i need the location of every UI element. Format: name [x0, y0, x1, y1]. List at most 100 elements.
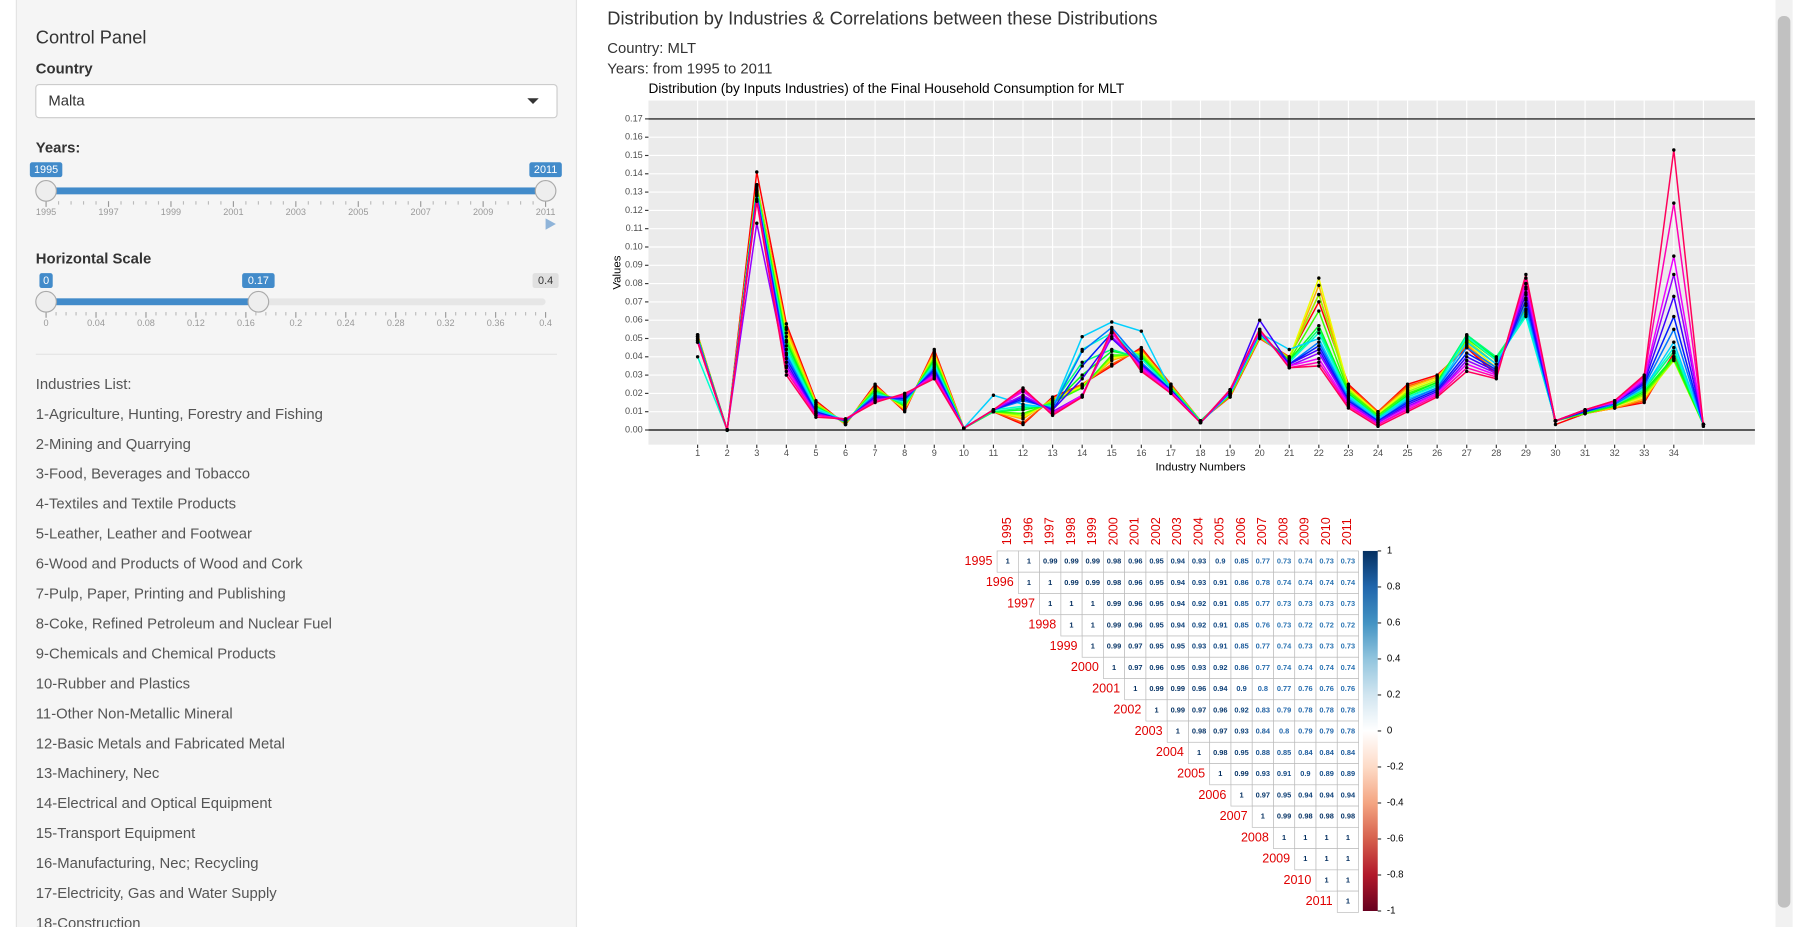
- data-point: [1317, 327, 1321, 332]
- country-select[interactable]: [35, 84, 558, 119]
- cell-value: 0.77: [1256, 642, 1270, 651]
- data-point: [1672, 327, 1676, 332]
- data-point: [1524, 276, 1528, 280]
- row-label: 2002: [1113, 703, 1141, 717]
- cell-value: 0.76: [1256, 620, 1270, 629]
- cell-value: 0.84: [1298, 748, 1313, 757]
- row-label: 2005: [1177, 767, 1205, 781]
- y-tick-label: 0.06: [625, 315, 643, 325]
- cell-value: 0.74: [1298, 578, 1313, 587]
- data-point: [1346, 406, 1351, 410]
- x-tick-label: 10: [959, 448, 969, 458]
- cell-value: 1: [1112, 663, 1116, 672]
- y-tick-label: 0.12: [625, 205, 643, 215]
- data-point: [1110, 362, 1114, 366]
- y-tick-label: 0.09: [625, 260, 643, 270]
- cell-value: 0.73: [1319, 642, 1333, 651]
- cell-value: 0.94: [1171, 578, 1186, 587]
- data-point: [1317, 364, 1321, 368]
- slider-handle[interactable]: [35, 180, 57, 202]
- data-point: [1524, 314, 1528, 319]
- data-point: [1110, 320, 1114, 324]
- cell-value: 0.99: [1277, 812, 1291, 821]
- x-tick-label: 11: [989, 448, 998, 458]
- y-tick-label: 0.00: [625, 424, 643, 434]
- country-value[interactable]: Malta: [48, 94, 85, 110]
- y-tick-label: 0.03: [625, 370, 643, 380]
- cell-value: 0.93: [1192, 557, 1206, 566]
- data-point: [1494, 355, 1499, 359]
- x-tick-label: 1: [695, 448, 700, 458]
- cell-value: 0.77: [1256, 599, 1270, 608]
- data-point: [1672, 148, 1676, 152]
- cell-value: 0.97: [1213, 727, 1227, 736]
- data-point: [1701, 424, 1706, 429]
- data-point: [784, 373, 789, 377]
- slider-tick-label: 0: [44, 318, 49, 328]
- x-tick-label: 19: [1225, 448, 1235, 458]
- y-tick-label: 0.08: [625, 278, 643, 288]
- cell-value: 0.99: [1064, 578, 1078, 587]
- x-tick-label: 9: [932, 448, 937, 458]
- industry-item: 7-Pulp, Paper, Printing and Publishing: [36, 587, 286, 603]
- slider-tick-label: 1999: [161, 207, 181, 217]
- colorbar-label: -0.8: [1387, 870, 1404, 881]
- data-point: [1139, 369, 1144, 374]
- slider-tick-label: 0.4: [539, 318, 552, 328]
- column-label: 2007: [1255, 517, 1269, 545]
- cell-value: 0.89: [1319, 769, 1333, 778]
- cell-value: 0.78: [1341, 705, 1355, 714]
- row-label: 2001: [1092, 681, 1120, 695]
- row-label: 2008: [1241, 830, 1269, 844]
- cell-value: 0.76: [1298, 684, 1312, 693]
- data-point: [932, 377, 936, 381]
- data-point: [1317, 276, 1321, 280]
- data-point: [784, 360, 789, 365]
- slider-handle[interactable]: [35, 290, 57, 313]
- play-button[interactable]: [545, 218, 556, 230]
- data-point: [1672, 349, 1676, 354]
- slider-handle[interactable]: [534, 180, 557, 202]
- data-point: [1494, 377, 1499, 381]
- slider-bar[interactable]: [46, 298, 259, 306]
- data-point: [1080, 395, 1084, 399]
- data-point: [1465, 345, 1469, 350]
- x-tick-label: 31: [1580, 448, 1590, 458]
- data-point: [1465, 362, 1469, 366]
- slider-value-box: [529, 162, 562, 178]
- cell-value: 0.97: [1128, 642, 1142, 651]
- cell-value: 0.98: [1319, 812, 1333, 821]
- cell-value: 0.91: [1213, 620, 1227, 629]
- data-point: [1524, 292, 1528, 297]
- data-point: [784, 369, 789, 374]
- cell-value: 0.96: [1128, 599, 1142, 608]
- y-tick-label: 0.02: [625, 388, 643, 398]
- data-point: [1524, 309, 1528, 313]
- slider-handle[interactable]: [247, 290, 270, 313]
- colorbar-label: 0.8: [1387, 582, 1401, 593]
- data-point: [1317, 336, 1321, 341]
- scrollbar-thumb[interactable]: [1777, 16, 1791, 908]
- industry-item: 13-Machinery, Nec: [36, 766, 160, 782]
- cell-value: 0.98: [1107, 578, 1121, 587]
- data-point: [1672, 294, 1676, 299]
- data-point: [725, 428, 729, 432]
- select-caret[interactable]: [527, 98, 539, 105]
- cell-value: 0.96: [1128, 578, 1142, 587]
- x-tick-label: 8: [902, 448, 907, 458]
- data-point: [1553, 419, 1558, 423]
- cell-value: 0.99: [1107, 620, 1121, 629]
- cell-value: 0.99: [1107, 599, 1121, 608]
- cell-value: 0.93: [1192, 642, 1206, 651]
- data-point: [1317, 331, 1321, 335]
- row-label: 1995: [965, 554, 993, 568]
- data-point: [1228, 388, 1232, 392]
- slider-bar[interactable]: [46, 187, 546, 195]
- plot-panel: [648, 100, 1755, 445]
- cell-value: 0.86: [1234, 663, 1248, 672]
- data-point: [1672, 340, 1676, 344]
- data-point: [1110, 327, 1114, 332]
- y-tick-label: 0.14: [625, 168, 643, 178]
- column-label: 2002: [1149, 517, 1163, 545]
- industry-item: 3-Food, Beverages and Tobacco: [36, 467, 250, 483]
